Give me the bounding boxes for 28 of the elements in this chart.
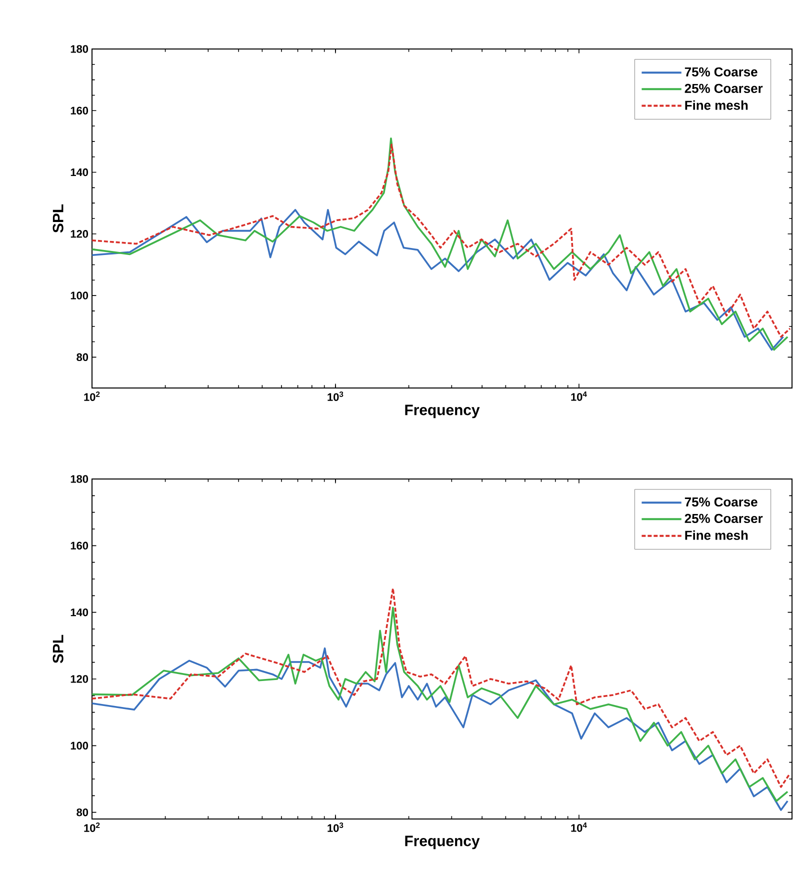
x-tick-label: 10$^{4}$ bbox=[571, 392, 587, 401]
y-tick-label: 180 bbox=[70, 475, 88, 483]
x-tick-label: 10$^{2}$ bbox=[84, 822, 100, 832]
y-axis-title: SPL bbox=[52, 204, 64, 233]
legend-label: 25% Coarser bbox=[684, 514, 763, 524]
y-tick-label: 100 bbox=[70, 292, 88, 300]
y-tick-label: 140 bbox=[70, 168, 88, 176]
legend-label: Fine mesh bbox=[685, 100, 748, 110]
y-tick-label: 80 bbox=[76, 808, 88, 816]
x-tick-label: 10$^{3}$ bbox=[328, 392, 344, 401]
y-tick-label: 160 bbox=[70, 106, 88, 115]
y-tick-label: 120 bbox=[70, 675, 88, 683]
y-tick-label: 140 bbox=[70, 608, 88, 616]
x-axis-title: Frequency bbox=[405, 836, 480, 850]
legend-label: 75% Coarse bbox=[684, 67, 758, 76]
y-axis-title: SPL bbox=[52, 634, 64, 664]
x-axis-title: Frequency bbox=[405, 404, 480, 418]
x-tick-label: 10$^{2}$ bbox=[84, 392, 100, 401]
legend-label: Fine mesh bbox=[685, 530, 748, 540]
y-tick-label: 100 bbox=[70, 742, 88, 750]
legend-label: 25% Coarser bbox=[684, 84, 763, 94]
x-tick-label: 10$^{4}$ bbox=[571, 822, 587, 832]
x-tick-label: 10$^{3}$ bbox=[328, 822, 344, 832]
y-tick-label: 160 bbox=[70, 542, 88, 550]
y-tick-label: 180 bbox=[70, 45, 88, 53]
y-tick-label: 80 bbox=[76, 353, 88, 362]
legend-label: 75% Coarse bbox=[684, 497, 758, 507]
y-tick-label: 120 bbox=[70, 230, 88, 238]
